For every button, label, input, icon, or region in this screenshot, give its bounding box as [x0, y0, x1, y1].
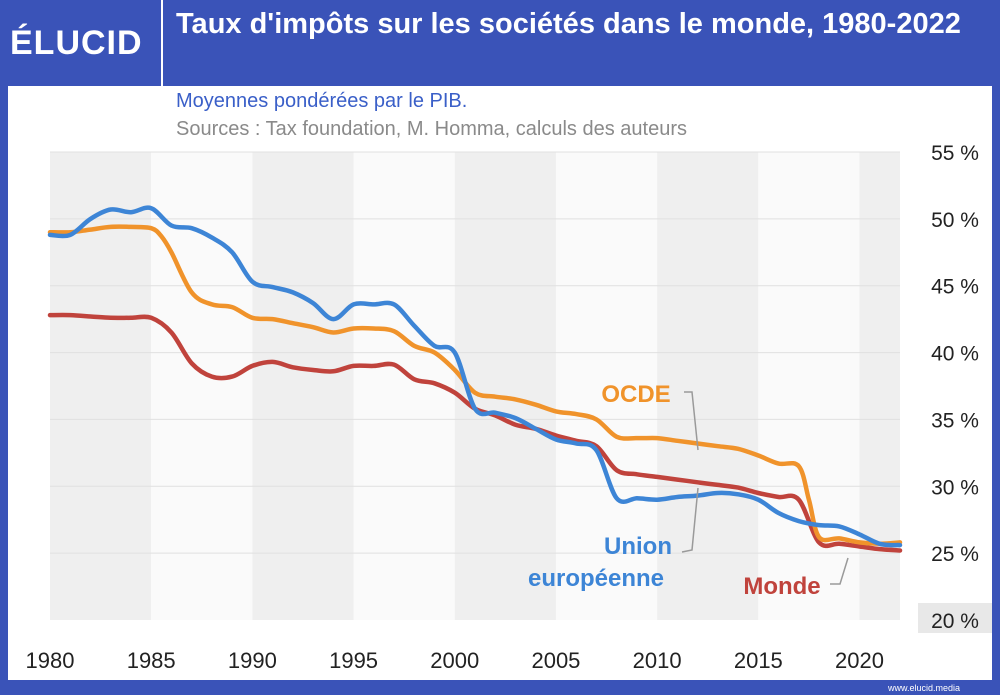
background-band: [555, 152, 658, 620]
series-label: Monde: [743, 573, 820, 600]
x-tick-label: 1980: [26, 648, 75, 673]
series-label: OCDE: [601, 381, 670, 408]
x-tick-label: 1995: [329, 648, 378, 673]
y-tick-label: 40 %: [931, 343, 979, 366]
elucid-logo: ÉLUCID: [10, 24, 143, 62]
y-tick-base-box: [918, 603, 992, 633]
y-tick-label: 45 %: [931, 276, 979, 299]
chart-sources: Sources : Tax foundation, M. Homma, calc…: [176, 118, 687, 140]
y-tick-label: 55 %: [931, 142, 979, 165]
series-label: Union: [604, 533, 672, 560]
x-tick-label: 1990: [228, 648, 277, 673]
header: ÉLUCID Taux d'impôts sur les sociétés da…: [0, 0, 1000, 88]
x-tick-label: 2005: [531, 648, 580, 673]
chart-title: Taux d'impôts sur les sociétés dans le m…: [176, 8, 961, 40]
x-tick-label: 2010: [633, 648, 682, 673]
x-tick-label: 2000: [430, 648, 479, 673]
series-label: européenne: [528, 565, 664, 592]
footer-url: www.elucid.media: [887, 683, 960, 693]
background-band: [252, 152, 354, 620]
x-tick-label: 2015: [734, 648, 783, 673]
background-band: [657, 152, 759, 620]
chart-subtitle: Moyennes pondérées par le PIB.: [176, 90, 468, 112]
y-tick-label: 20 %: [931, 610, 979, 633]
background-band: [454, 152, 556, 620]
y-tick-label: 30 %: [931, 476, 979, 499]
leader-line: [681, 487, 699, 553]
leader-line: [684, 391, 699, 451]
y-tick-label: 50 %: [931, 209, 979, 232]
background-band: [50, 152, 152, 620]
y-tick-label: 35 %: [931, 409, 979, 432]
x-tick-label: 1985: [127, 648, 176, 673]
background-band: [758, 152, 860, 620]
series-line: [47, 224, 903, 547]
y-tick-label: 25 %: [931, 543, 979, 566]
leader-line: [830, 557, 849, 585]
x-tick-label: 2020: [835, 648, 884, 673]
series-line: [47, 205, 903, 548]
logo-separator: [161, 0, 163, 86]
